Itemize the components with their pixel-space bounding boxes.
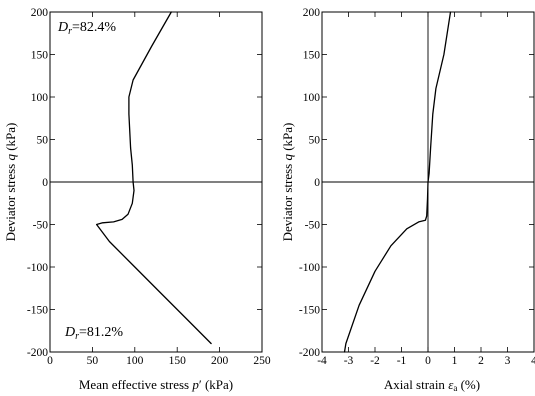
y-ticks-left: -200 -150 -100 -50 0 50 100 150 200 [27,7,262,359]
right-y-tick-label: 50 [309,135,321,147]
y-axis-label-right-unit: (kPa) [280,123,295,154]
right-y-tick-label: 150 [303,50,321,62]
right-y-tick-label: 100 [303,92,321,104]
y-axis-label-left: Deviator stress q (kPa) [3,123,18,242]
chart-left: -200 -150 -100 -50 0 50 100 150 200 0 50 100 150 200… [3,7,271,392]
right-y-tick-label: -200 [299,347,320,359]
x-ticks-right: -4 -3 -2 -1 0 1 2 3 4 [317,12,535,367]
x-ticks-left: 0 50 100 150 200 250 [47,12,271,367]
chart-right: -200 -150 -100 -50 0 50 100 150 200 -4 -3 -2 -1 0 1 2 3… [280,7,535,393]
left-x-tick-label: 250 [253,355,271,367]
x-axis-label-right-text: Axial strain [384,377,448,392]
x-axis-label-left: Mean effective stress p′ (kPa) [79,377,233,392]
x-axis-label-right-subscript: a [453,383,457,393]
y-axis-label-left-text: Deviator stress [3,161,18,242]
strain-curve [343,11,452,353]
right-x-tick-label: 0 [425,355,431,367]
y-axis-label-left-unit: (kPa) [3,123,18,154]
left-y-tick-label: 150 [31,50,49,62]
left-y-tick-label: 200 [31,7,49,19]
annotation-dr-top-symbol: D [57,20,68,35]
x-axis-label-right-unit: (%) [457,377,480,392]
left-y-tick-label: -100 [27,262,48,274]
x-axis-label-left-text: Mean effective stress [79,377,192,392]
x-axis-label-left-symbol: p [191,377,199,392]
left-x-tick-label: 150 [169,355,187,367]
x-axis-label-right: Axial strain εa (%) [384,377,480,393]
y-axis-label-left-symbol: q [3,154,18,161]
left-x-tick-label: 0 [47,355,53,367]
annotation-dr-top: Dr=82.4% [57,20,116,37]
annotation-dr-bottom: Dr=81.2% [64,325,123,342]
left-y-tick-label: -200 [27,347,48,359]
x-axis-label-left-unit: ′ (kPa) [199,377,233,392]
left-y-tick-label: -150 [27,305,48,317]
right-x-tick-label: -1 [397,355,407,367]
left-y-tick-label: 50 [37,135,49,147]
stress-path-curve [95,11,212,345]
left-y-tick-label: 100 [31,92,49,104]
right-y-tick-label: -50 [305,220,321,232]
right-x-tick-label: 4 [531,355,535,367]
left-x-tick-label: 50 [87,355,99,367]
right-x-tick-label: 1 [452,355,458,367]
right-y-tick-label: -100 [299,262,320,274]
y-axis-label-right-text: Deviator stress [280,161,295,242]
right-y-tick-label: 200 [303,7,321,19]
right-x-tick-label: 2 [478,355,484,367]
left-y-tick-label: -50 [33,220,49,232]
annotation-dr-top-subscript: r [68,26,72,37]
left-x-tick-label: 200 [211,355,229,367]
right-x-tick-label: -3 [344,355,354,367]
right-y-tick-label: 0 [314,177,320,189]
right-x-tick-label: 3 [505,355,511,367]
left-y-tick-label: 0 [42,177,48,189]
left-x-tick-label: 100 [126,355,144,367]
y-axis-label-right-symbol: q [280,154,295,161]
annotation-dr-bottom-subscript: r [75,331,79,342]
y-ticks-right: -200 -150 -100 -50 0 50 100 150 200 [299,7,534,359]
right-x-tick-label: -2 [370,355,380,367]
annotation-dr-bottom-symbol: D [64,325,75,340]
right-y-tick-label: -150 [299,305,320,317]
x-axis-label-right-symbol: ε [448,377,454,392]
y-axis-label-right: Deviator stress q (kPa) [280,123,295,242]
annotation-dr-top-value: =82.4% [72,20,116,35]
annotation-dr-bottom-value: =81.2% [79,325,123,340]
right-x-tick-label: -4 [317,355,327,367]
